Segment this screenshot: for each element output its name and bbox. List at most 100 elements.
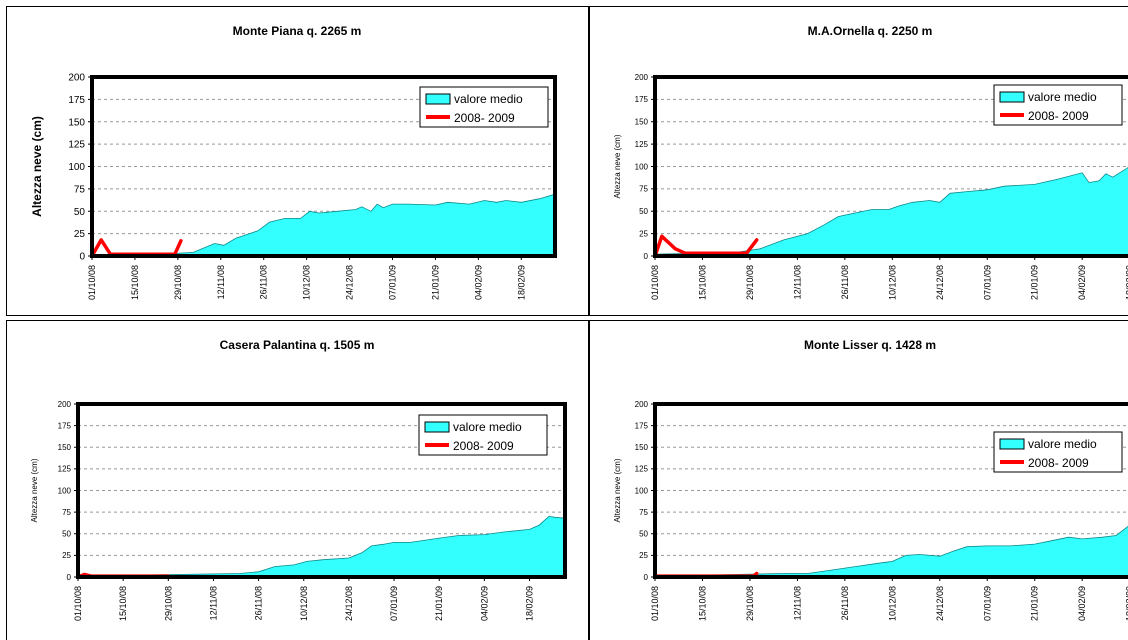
y-tick-label: 150 xyxy=(635,118,649,127)
series-valore-medio-area xyxy=(78,515,565,577)
y-axis-label: Altezza neve (cm) xyxy=(30,116,44,217)
y-tick-label: 75 xyxy=(639,508,648,517)
x-tick-label: 21/01/09 xyxy=(434,586,444,621)
x-tick-label: 29/10/08 xyxy=(173,265,183,300)
y-axis-label: Altezza neve (cm) xyxy=(613,134,622,198)
y-tick-label: 25 xyxy=(74,229,86,240)
legend-swatch-valore-medio xyxy=(425,93,451,105)
legend-label-2008-2009: 2008- 2009 xyxy=(1028,109,1089,123)
legend-label-valore-medio: valore medio xyxy=(1028,90,1097,104)
x-tick-label: 04/02/09 xyxy=(1077,265,1087,300)
x-tick-label: 12/11/08 xyxy=(208,586,218,620)
x-tick-label: 26/11/08 xyxy=(840,586,850,620)
chart-svg: Casera Palantina q. 1505 m 0 25 50 75 100 125 1… xyxy=(30,338,567,621)
x-tick-label: 24/12/08 xyxy=(344,586,354,621)
chart-panel-monte-lisser: Monte Lisser q. 1428 m 0 25 50 75 100 125 150 17… xyxy=(589,320,1128,640)
legend: valore medio 2008- 2009 xyxy=(993,84,1123,126)
x-tick-label: 18/02/09 xyxy=(1125,586,1128,621)
x-tick-label: 01/10/08 xyxy=(73,586,83,621)
y-tick-label: 25 xyxy=(639,229,648,238)
y-tick-label: 50 xyxy=(639,207,648,216)
x-tick-label: 29/10/08 xyxy=(163,586,173,621)
x-tick-label: 12/11/08 xyxy=(792,586,802,620)
y-tick-label: 200 xyxy=(68,73,85,84)
legend-label-valore-medio: valore medio xyxy=(454,92,523,106)
y-tick-label: 125 xyxy=(68,140,85,151)
y-tick-label: 75 xyxy=(639,185,648,194)
series-valore-medio-area xyxy=(92,193,555,256)
x-tick-label: 18/02/09 xyxy=(516,265,526,300)
y-tick-label: 200 xyxy=(635,400,649,409)
x-tick-label: 29/10/08 xyxy=(745,265,755,300)
y-tick-label: 100 xyxy=(68,162,85,173)
y-tick-label: 175 xyxy=(635,421,649,430)
y-tick-label: 75 xyxy=(74,184,86,195)
y-tick-label: 75 xyxy=(62,508,71,517)
chart-panel-monte-piana: Monte Piana q. 2265 m 0 25 50 75 100 125 150 175… xyxy=(6,6,589,316)
series-valore-medio-area xyxy=(655,167,1128,256)
y-tick-label: 0 xyxy=(67,573,72,582)
x-tick-label: 01/10/08 xyxy=(87,265,97,300)
plot-area xyxy=(78,515,565,577)
x-tick-label: 24/12/08 xyxy=(935,265,945,300)
legend: valore medio 2008- 2009 xyxy=(993,431,1123,473)
plot-area xyxy=(655,525,1128,577)
x-tick-label: 07/01/09 xyxy=(982,265,992,300)
legend-label-2008-2009: 2008- 2009 xyxy=(454,111,515,125)
x-tick-label: 15/10/08 xyxy=(697,265,707,300)
plot-area xyxy=(655,167,1128,256)
x-tick-label: 10/12/08 xyxy=(302,265,312,300)
y-axis-label: Altezza neve (cm) xyxy=(30,458,39,522)
y-tick-label: 150 xyxy=(68,117,85,128)
y-tick-label: 0 xyxy=(644,252,649,261)
x-tick-label: 07/01/09 xyxy=(982,586,992,621)
x-tick-label: 12/11/08 xyxy=(792,265,802,299)
y-tick-label: 25 xyxy=(62,551,71,560)
y-tick-label: 50 xyxy=(62,530,71,539)
chart-title: Monte Lisser q. 1428 m xyxy=(804,338,936,352)
x-tick-label: 18/02/09 xyxy=(525,586,535,621)
y-tick-label: 175 xyxy=(58,421,72,430)
x-tick-label: 10/12/08 xyxy=(887,586,897,621)
y-tick-label: 200 xyxy=(58,400,72,409)
chart-svg: M.A.Ornella q. 2250 m 0 25 50 75 100 125 150 175… xyxy=(613,24,1128,300)
legend-label-2008-2009: 2008- 2009 xyxy=(453,439,514,453)
legend-label-valore-medio: valore medio xyxy=(453,420,522,434)
y-axis-label: Altezza neve (cm) xyxy=(613,458,622,522)
chart-svg: Monte Lisser q. 1428 m 0 25 50 75 100 125 150 17… xyxy=(613,338,1128,621)
x-tick-label: 24/12/08 xyxy=(345,265,355,300)
chart-title: M.A.Ornella q. 2250 m xyxy=(808,24,933,38)
legend-swatch-valore-medio xyxy=(999,91,1025,103)
legend-swatch-valore-medio xyxy=(999,438,1025,450)
y-tick-label: 0 xyxy=(79,252,85,263)
series-2008-2009-line xyxy=(92,238,183,256)
legend: valore medio 2008- 2009 xyxy=(419,86,549,128)
chart-svg: Monte Piana q. 2265 m 0 25 50 75 100 125 150 175… xyxy=(30,24,557,300)
y-tick-label: 200 xyxy=(635,73,649,82)
x-tick-label: 26/11/08 xyxy=(840,265,850,299)
x-tick-label: 12/11/08 xyxy=(216,265,226,299)
chart-panel-casera-palantina: Casera Palantina q. 1505 m 0 25 50 75 100 125 1… xyxy=(6,320,589,640)
series-2008-2009-line xyxy=(655,234,759,256)
x-tick-label: 29/10/08 xyxy=(745,586,755,621)
y-tick-label: 125 xyxy=(58,465,72,474)
y-tick-label: 50 xyxy=(74,207,86,218)
y-tick-label: 100 xyxy=(635,162,649,171)
legend-label-valore-medio: valore medio xyxy=(1028,437,1097,451)
chart-panel-ornella: M.A.Ornella q. 2250 m 0 25 50 75 100 125 150 175… xyxy=(589,6,1128,316)
x-tick-label: 07/01/09 xyxy=(389,586,399,621)
x-tick-label: 18/02/09 xyxy=(1125,265,1128,300)
y-tick-label: 50 xyxy=(639,530,648,539)
x-tick-label: 26/11/08 xyxy=(254,586,264,620)
legend-swatch-valore-medio xyxy=(424,421,450,433)
y-tick-label: 100 xyxy=(635,486,649,495)
x-tick-label: 15/10/08 xyxy=(130,265,140,300)
x-tick-label: 24/12/08 xyxy=(935,586,945,621)
x-tick-label: 04/02/09 xyxy=(479,586,489,621)
y-tick-label: 25 xyxy=(639,551,648,560)
legend: valore medio 2008- 2009 xyxy=(418,414,548,456)
x-tick-label: 07/01/09 xyxy=(387,265,397,300)
x-tick-label: 21/01/09 xyxy=(1030,586,1040,621)
y-tick-label: 0 xyxy=(644,573,649,582)
x-tick-label: 01/10/08 xyxy=(650,586,660,621)
